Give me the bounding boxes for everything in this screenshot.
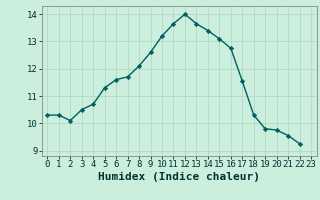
X-axis label: Humidex (Indice chaleur): Humidex (Indice chaleur) (98, 172, 260, 182)
